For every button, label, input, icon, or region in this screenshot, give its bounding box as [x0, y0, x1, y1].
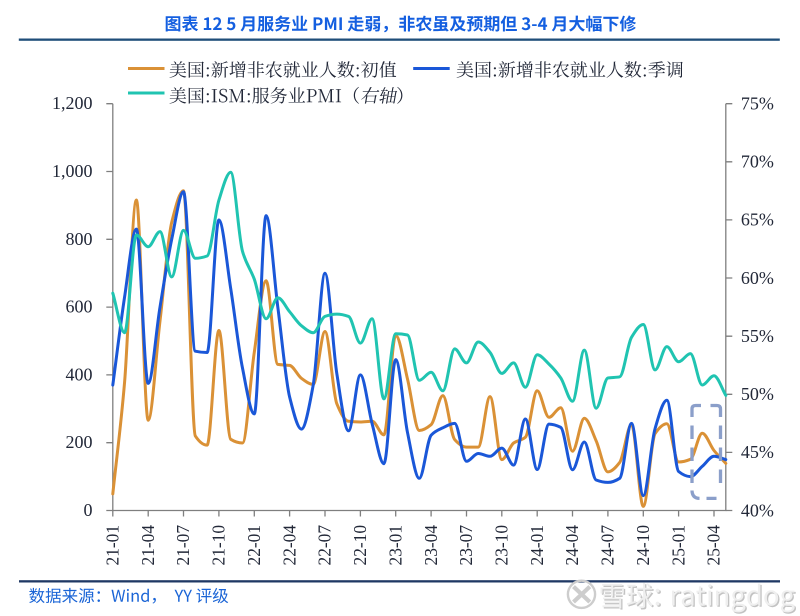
svg-text:75%: 75%	[741, 94, 774, 114]
svg-text:21-10: 21-10	[209, 525, 229, 566]
svg-text:24-01: 24-01	[527, 525, 547, 566]
svg-text:23-10: 23-10	[492, 525, 512, 566]
svg-text:22-10: 22-10	[350, 525, 370, 566]
svg-text:800: 800	[66, 229, 93, 249]
svg-text:50%: 50%	[741, 384, 774, 404]
svg-text:60%: 60%	[741, 268, 774, 288]
svg-text:23-07: 23-07	[456, 525, 476, 566]
svg-text:25-01: 25-01	[668, 525, 688, 566]
svg-text:1,000: 1,000	[52, 161, 93, 181]
svg-text:21-01: 21-01	[103, 525, 123, 566]
svg-text:65%: 65%	[741, 210, 774, 230]
svg-text:400: 400	[66, 364, 93, 384]
svg-text:200: 200	[66, 432, 93, 452]
svg-text:24-10: 24-10	[633, 525, 653, 566]
svg-text:21-04: 21-04	[138, 525, 158, 566]
svg-text:22-07: 22-07	[315, 525, 335, 566]
svg-text:70%: 70%	[741, 152, 774, 172]
svg-text:23-04: 23-04	[421, 525, 441, 566]
svg-text:0: 0	[84, 500, 93, 520]
svg-text:21-07: 21-07	[173, 525, 193, 566]
svg-text:25-04: 25-04	[704, 525, 724, 566]
svg-text:22-01: 22-01	[244, 525, 264, 566]
svg-text:40%: 40%	[741, 500, 774, 520]
svg-text:24-07: 24-07	[598, 525, 618, 566]
svg-text:24-04: 24-04	[562, 525, 582, 566]
svg-text:1,200: 1,200	[52, 93, 93, 113]
svg-text:22-04: 22-04	[279, 525, 299, 566]
svg-text:600: 600	[66, 297, 93, 317]
svg-text:45%: 45%	[741, 442, 774, 462]
svg-text:55%: 55%	[741, 326, 774, 346]
svg-text:23-01: 23-01	[385, 525, 405, 566]
